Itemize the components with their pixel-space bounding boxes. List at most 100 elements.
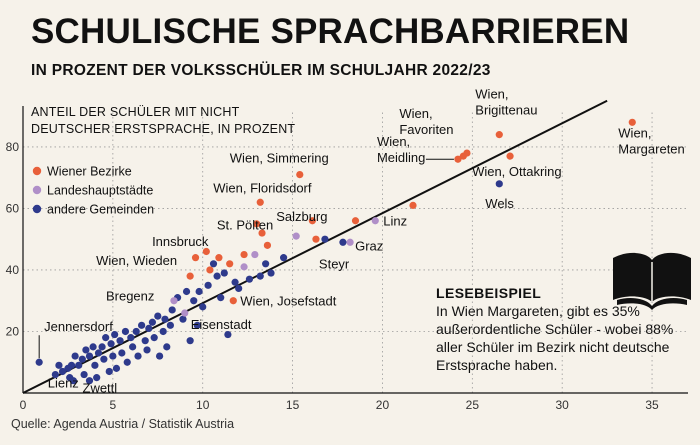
data-point	[245, 275, 254, 283]
data-point	[240, 263, 248, 271]
data-point	[107, 340, 115, 348]
chart-subtitle: IN PROZENT DER VOLKSSCHÜLER IM SCHULJAHR…	[31, 62, 491, 79]
data-point	[292, 232, 300, 240]
x-tick-label: 35	[645, 398, 659, 412]
legend-label: andere Gemeinden	[47, 203, 154, 217]
point-label: Bregenz	[106, 289, 154, 304]
data-point	[148, 318, 157, 326]
data-point	[166, 321, 174, 329]
data-point	[182, 287, 191, 296]
data-point	[321, 235, 329, 243]
data-point	[89, 343, 97, 351]
data-point	[132, 327, 140, 336]
data-point	[463, 149, 471, 157]
data-point	[454, 155, 462, 163]
point-label: Wien, Wieden	[96, 253, 177, 268]
legend-label: Landeshauptstädte	[47, 184, 153, 198]
data-point	[231, 278, 239, 286]
data-point	[94, 349, 103, 357]
data-point	[181, 309, 189, 317]
point-label: Steyr	[319, 256, 350, 271]
x-tick-label: 0	[20, 398, 27, 412]
data-point	[409, 201, 417, 209]
data-point	[71, 352, 79, 360]
data-point	[80, 370, 88, 379]
point-label: Zwettl	[83, 381, 118, 396]
data-point	[154, 312, 162, 320]
y-axis-label-line: ANTEIL DER SCHÜLER MIT NICHT	[31, 105, 240, 119]
data-point	[100, 355, 108, 363]
data-point	[98, 343, 106, 351]
data-point	[251, 250, 259, 259]
data-point	[240, 250, 248, 259]
x-tick-label: 30	[556, 398, 570, 412]
data-point	[267, 269, 275, 277]
data-point	[170, 297, 178, 305]
data-point	[258, 229, 266, 237]
reading-example: LESEBEISPIEL In Wien Margareten, gibt es…	[436, 284, 676, 374]
data-point	[55, 361, 63, 369]
trendline	[22, 99, 608, 394]
data-point	[217, 294, 225, 302]
data-point	[186, 337, 194, 345]
data-point	[209, 260, 218, 268]
data-point	[93, 374, 101, 382]
data-point	[195, 287, 203, 296]
axes: 0 5 10 15 20 25 30 35 20 40 60 80	[6, 106, 688, 412]
data-point	[199, 303, 207, 311]
data-point	[215, 254, 223, 262]
data-point	[179, 315, 187, 323]
data-point	[109, 352, 117, 360]
point-label: Innsbruck	[152, 234, 209, 249]
data-point	[220, 269, 228, 277]
legend: Wiener Bezirke Landeshauptstädte andere Ge…	[32, 165, 154, 217]
legend-marker	[32, 204, 42, 214]
chart-title: SCHULISCHE SPRACHBARRIEREN	[31, 12, 630, 51]
data-point	[85, 352, 94, 360]
data-point	[112, 364, 121, 372]
data-point	[161, 315, 169, 323]
point-label: Linz	[383, 214, 407, 229]
grid	[23, 110, 688, 393]
data-point	[193, 321, 201, 329]
point-label: Wien, Floridsdorf	[213, 180, 312, 195]
data-point	[127, 334, 135, 342]
data-point	[263, 241, 272, 249]
data-point	[105, 367, 113, 376]
data-point	[312, 235, 320, 243]
data-point	[229, 297, 237, 305]
data-point	[75, 361, 83, 369]
data-point	[296, 170, 304, 179]
x-tick-label: 15	[286, 398, 300, 412]
y-axis-label-line: DEUTSCHER ERSTSPRACHE, IN PROZENT	[31, 122, 295, 136]
point-label: Eisenstadt	[191, 317, 252, 332]
y-tick-label: 40	[6, 263, 20, 277]
legend-marker	[32, 166, 42, 176]
data-point	[256, 272, 264, 280]
legend-marker	[32, 185, 42, 195]
y-tick-label: 80	[6, 140, 20, 154]
label-connectors	[38, 158, 454, 359]
data-point	[91, 361, 99, 369]
data-point	[116, 337, 124, 345]
data-point	[226, 260, 234, 268]
data-point	[155, 352, 164, 360]
data-point	[102, 334, 110, 342]
data-point	[253, 220, 261, 228]
data-point	[256, 198, 264, 206]
point-label: Wien, Favoriten	[399, 106, 453, 137]
data-point	[145, 324, 153, 333]
data-point	[163, 343, 171, 351]
data-point	[224, 330, 232, 339]
data-point	[150, 334, 158, 342]
data-point	[204, 281, 212, 289]
data-point	[206, 266, 214, 274]
data-point	[262, 260, 270, 268]
data-point	[495, 131, 503, 139]
x-tick-label: 25	[466, 398, 480, 412]
data-point	[123, 358, 131, 366]
data-point	[85, 377, 94, 385]
data-point	[82, 346, 90, 354]
x-tick-label: 5	[110, 398, 117, 412]
point-label: Wels	[485, 196, 514, 211]
